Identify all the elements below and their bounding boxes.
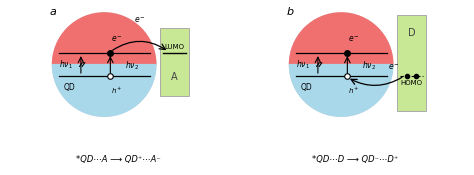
Text: e$^-$: e$^-$	[111, 34, 123, 44]
Text: e$^-$: e$^-$	[135, 15, 146, 25]
Wedge shape	[53, 65, 156, 116]
Text: D: D	[408, 28, 415, 38]
Text: *QD⋯D ⟶ QD⁻⋯D⁺: *QD⋯D ⟶ QD⁻⋯D⁺	[312, 155, 399, 164]
Text: h$^+$: h$^+$	[348, 85, 359, 96]
Text: h$^+$: h$^+$	[111, 85, 122, 96]
Wedge shape	[290, 13, 393, 65]
Text: a: a	[50, 7, 56, 17]
Circle shape	[53, 13, 156, 116]
Text: HOMO: HOMO	[401, 80, 422, 86]
Text: b: b	[287, 7, 294, 17]
Wedge shape	[290, 65, 393, 116]
Text: e$^-$: e$^-$	[348, 34, 360, 44]
Text: LUMO: LUMO	[164, 44, 184, 50]
Text: A: A	[171, 72, 178, 82]
Text: h$\nu_2$: h$\nu_2$	[125, 60, 139, 72]
Text: h$\nu_2$: h$\nu_2$	[362, 60, 376, 72]
Text: QD: QD	[301, 83, 313, 92]
Text: QD: QD	[64, 83, 76, 92]
Text: h$\nu_1$: h$\nu_1$	[59, 58, 73, 71]
Circle shape	[290, 13, 393, 116]
Bar	[397, 16, 426, 111]
Text: e$^-$: e$^-$	[388, 62, 400, 72]
Text: h$\nu_1$: h$\nu_1$	[296, 58, 310, 71]
Text: *QD⋯A ⟶ QD⁺⋯A⁻: *QD⋯A ⟶ QD⁺⋯A⁻	[76, 155, 161, 164]
Wedge shape	[53, 13, 156, 65]
Bar	[160, 28, 189, 96]
